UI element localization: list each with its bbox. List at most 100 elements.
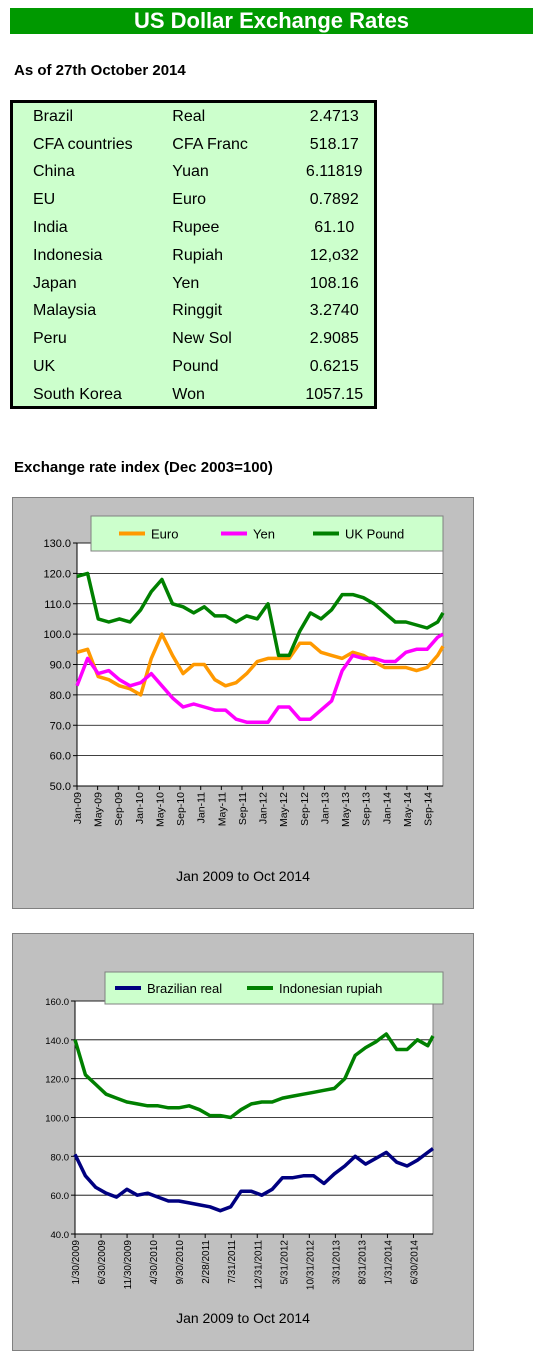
- x-tick-label: Sep-09: [113, 792, 125, 826]
- chart-2: 40.0 60.0 80.0 100.0 120.0 140.0 160.0 1/30/200…: [45, 971, 444, 1290]
- rate-currency: Real: [172, 107, 206, 125]
- y-tick-label: 60.0: [50, 751, 71, 763]
- rate-row: CFA countries CFA Franc 518.17: [33, 131, 374, 159]
- x-tick-label: Jan-09: [72, 792, 84, 824]
- rate-country: Malaysia: [33, 302, 97, 320]
- rate-currency: Yuan: [172, 163, 209, 181]
- rate-currency: Pound: [172, 358, 219, 376]
- rate-value: 6.11819: [305, 163, 363, 181]
- x-tick-label: May-13: [340, 792, 352, 827]
- rate-country: Indonesia: [33, 246, 103, 264]
- rate-row: Peru New Sol 2.9085: [33, 325, 374, 353]
- y-tick-label: 120.0: [45, 1075, 69, 1086]
- series-line-1: [75, 632, 444, 724]
- rate-country: EU: [33, 191, 56, 209]
- legend-label: Euro: [151, 527, 178, 542]
- rate-value: 518.17: [309, 135, 359, 153]
- chart-2-xlabel: Jan 2009 to Oct 2014: [176, 1310, 310, 1326]
- rate-country: UK: [33, 358, 56, 376]
- rate-row: UK Pound 0.6215: [33, 353, 374, 381]
- y-tick-label: 110.0: [44, 599, 71, 611]
- rate-currency: Ringgit: [172, 302, 223, 320]
- rate-country: Japan: [33, 274, 77, 292]
- rates-panel: Brazil Real 2.4713 CFA countries CFA Franc 51…: [10, 100, 377, 409]
- rate-currency: Won: [172, 385, 205, 403]
- chart-panel-2: 40.0 60.0 80.0 100.0 120.0 140.0 160.0 1/30/200…: [12, 933, 474, 1351]
- x-tick-label: 4/30/2010: [149, 1240, 160, 1285]
- x-tick-label: Jan-10: [134, 792, 146, 824]
- rate-row: Brazil Real 2.4713: [33, 103, 374, 131]
- rate-country: Brazil: [33, 107, 74, 125]
- x-tick-label: Sep-11: [237, 792, 249, 825]
- rate-value: 1057.15: [305, 385, 364, 403]
- legend-label: Yen: [253, 527, 275, 542]
- rate-row: Malaysia Ringgit 3.2740: [33, 298, 374, 326]
- y-tick-label: 80.0: [50, 690, 71, 702]
- y-tick-label: 100.0: [43, 629, 71, 641]
- series-line-1: [73, 1032, 435, 1120]
- y-tick-label: 40.0: [51, 1230, 70, 1241]
- legend-label: Indonesian rupiah: [279, 981, 382, 996]
- x-tick-label: 6/30/2009: [97, 1240, 108, 1285]
- x-tick-label: May-10: [154, 792, 166, 827]
- x-tick-label: 9/30/2010: [175, 1240, 186, 1285]
- rate-row: China Yuan 6.11819: [33, 159, 374, 187]
- rate-value: 12,o32: [309, 246, 359, 264]
- page-banner: US Dollar Exchange Rates: [10, 8, 533, 34]
- series-line-0: [73, 1147, 435, 1213]
- rate-row: India Rupee 61.10: [33, 214, 374, 242]
- x-tick-label: 5/31/2012: [279, 1240, 290, 1285]
- x-tick-label: Jan-13: [319, 792, 331, 824]
- x-tick-label: 12/31/2011: [253, 1240, 264, 1290]
- rate-row: Indonesia Rupiah 12,o32: [33, 242, 374, 270]
- rate-currency: Rupee: [172, 219, 220, 237]
- rate-value: 0.6215: [309, 358, 359, 376]
- x-tick-label: May-11: [216, 792, 228, 826]
- rate-currency: Yen: [172, 274, 200, 292]
- x-tick-label: Jan-12: [258, 792, 270, 824]
- rate-row: EU Euro 0.7892: [33, 186, 374, 214]
- index-section-title: Exchange rate index (Dec 2003=100): [14, 459, 273, 476]
- legend: [90, 515, 444, 552]
- x-tick-label: Sep-14: [423, 792, 435, 826]
- x-tick-label: 1/31/2014: [383, 1240, 394, 1285]
- rate-value: 3.2740: [309, 302, 359, 320]
- page-title: US Dollar Exchange Rates: [133, 8, 410, 33]
- y-tick-label: 120.0: [43, 568, 71, 580]
- x-tick-label: 6/30/2014: [409, 1240, 420, 1285]
- x-tick-label: Sep-13: [361, 792, 373, 826]
- rate-value: 108.16: [309, 274, 359, 292]
- as-of-date: As of 27th October 2014: [14, 62, 186, 79]
- x-tick-label: 2/28/2011: [201, 1240, 212, 1284]
- rate-row: Japan Yen 108.16: [33, 270, 374, 298]
- series-line-0: [76, 632, 445, 697]
- rate-value: 2.4713: [309, 107, 359, 125]
- y-tick-label: 60.0: [51, 1191, 70, 1202]
- x-tick-label: 11/30/2009: [123, 1240, 134, 1290]
- y-tick-label: 50.0: [50, 781, 71, 793]
- x-tick-label: 8/31/2013: [357, 1240, 368, 1285]
- y-tick-label: 90.0: [50, 660, 71, 672]
- legend-label: Brazilian real: [147, 981, 222, 996]
- rate-row: South Korea Won 1057.15: [33, 381, 374, 409]
- rate-value: 2.9085: [309, 330, 359, 348]
- rate-country: India: [33, 219, 68, 237]
- x-tick-label: 1/30/2009: [71, 1240, 82, 1285]
- chart-1-xlabel: Jan 2009 to Oct 2014: [176, 868, 310, 884]
- chart-panel-1: 50.0 60.0 70.0 80.0 90.0 100.0 110.0 120.0 130.0…: [12, 497, 474, 909]
- y-tick-label: 80.0: [51, 1152, 70, 1163]
- x-tick-label: 3/31/2013: [331, 1240, 342, 1285]
- series-line-2: [76, 571, 445, 658]
- y-tick-label: 130.0: [43, 538, 71, 550]
- x-tick-label: May-14: [402, 792, 414, 827]
- legend-label: UK Pound: [345, 527, 404, 542]
- rate-currency: CFA Franc: [172, 135, 248, 153]
- rates-table: Brazil Real 2.4713 CFA countries CFA Franc 51…: [33, 103, 374, 409]
- rate-country: CFA countries: [33, 135, 133, 153]
- rate-value: 61.10: [314, 219, 355, 237]
- chart-1: 50.0 60.0 70.0 80.0 90.0 100.0 110.0 120.0 130.0…: [43, 515, 445, 827]
- legend: [104, 971, 444, 1005]
- x-tick-label: 10/31/2012: [305, 1240, 316, 1290]
- y-tick-label: 100.0: [45, 1114, 69, 1125]
- rate-value: 0.7892: [309, 191, 359, 209]
